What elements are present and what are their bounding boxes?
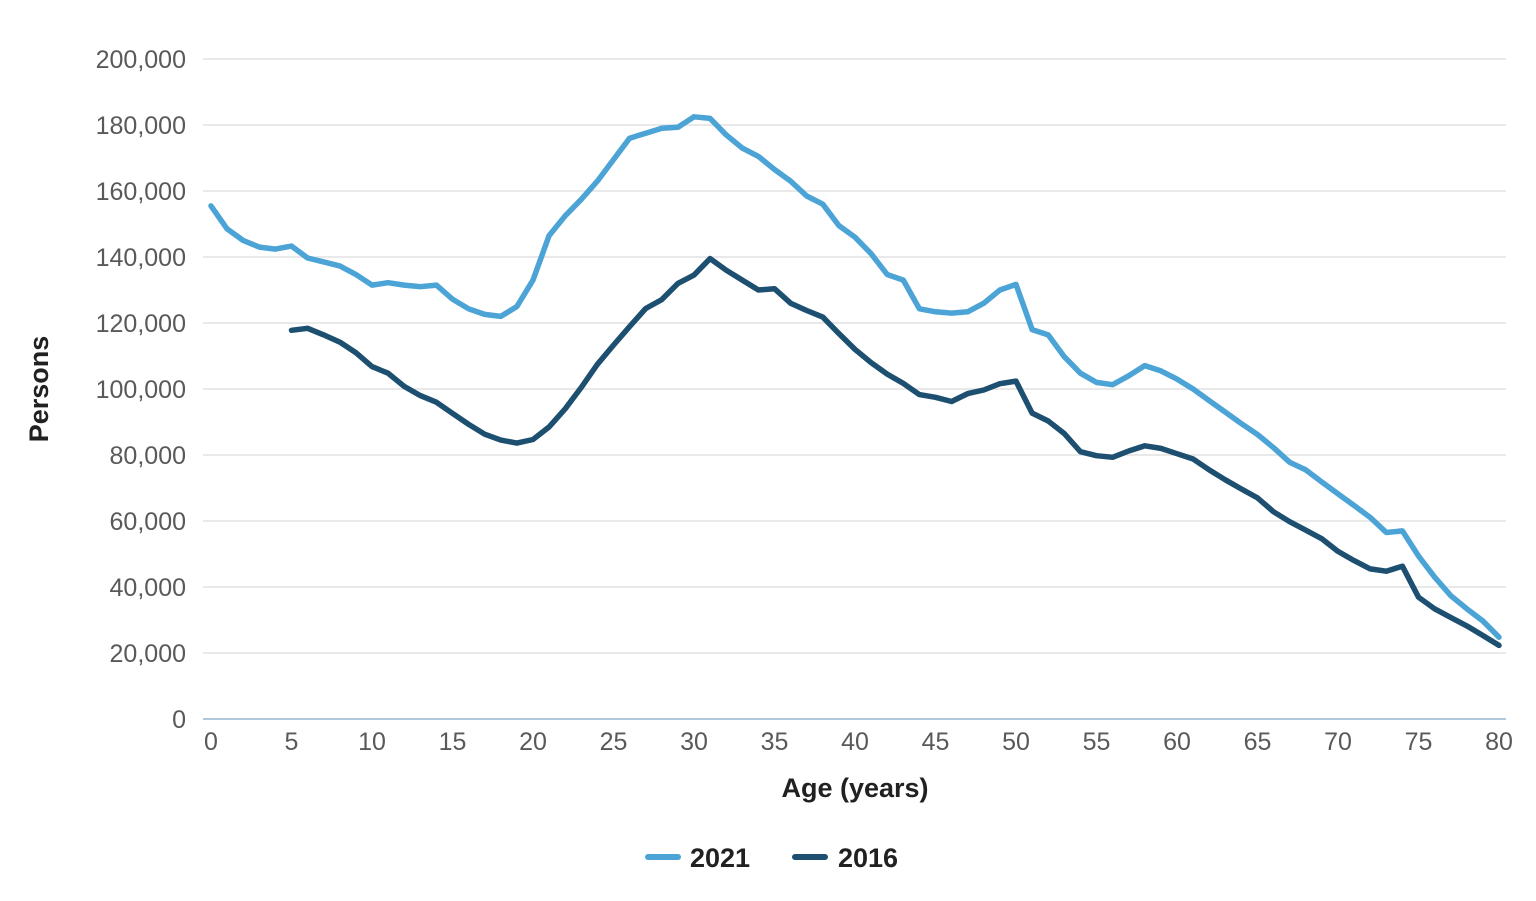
x-axis-tick-label: 30 <box>680 728 708 756</box>
gridlines-group <box>203 58 1506 720</box>
y-axis-tick-label: 180,000 <box>96 112 186 140</box>
y-axis-tick-label: 0 <box>172 706 186 734</box>
y-axis-tick-label: 140,000 <box>96 244 186 272</box>
y-axis-tick-label: 120,000 <box>96 310 186 338</box>
y-axis-tick-labels: 0 20,000 40,000 60,000 80,000 100,000 120,000 1… <box>96 46 186 734</box>
x-axis-tick-label: 65 <box>1244 728 1272 756</box>
x-axis-title: Age (years) <box>781 773 928 803</box>
x-axis-tick-label: 75 <box>1405 728 1433 756</box>
x-axis-tick-label: 55 <box>1083 728 1111 756</box>
y-axis-tick-label: 60,000 <box>110 508 186 536</box>
y-axis-tick-label: 160,000 <box>96 178 186 206</box>
x-axis-tick-label: 60 <box>1163 728 1191 756</box>
x-axis-tick-label: 70 <box>1324 728 1352 756</box>
x-axis-tick-labels: 0 5 10 15 20 25 30 35 40 45 50 55 60 65 70 75 80 <box>204 728 1513 756</box>
legend-label-2016: 2016 <box>838 843 898 873</box>
y-axis-tick-label: 100,000 <box>96 376 186 404</box>
y-axis-title: Persons <box>24 336 54 443</box>
y-axis-tick-label: 40,000 <box>110 574 186 602</box>
x-axis-tick-label: 20 <box>519 728 547 756</box>
x-axis-tick-label: 40 <box>841 728 869 756</box>
series-line-2021 <box>208 114 1502 640</box>
x-axis-tick-label: 0 <box>204 728 218 756</box>
x-axis-tick-label: 5 <box>285 728 299 756</box>
x-axis-tick-label: 25 <box>600 728 628 756</box>
series-line-2016 <box>288 255 1502 649</box>
legend-label-2021: 2021 <box>690 843 750 873</box>
y-axis-tick-label: 200,000 <box>96 46 186 74</box>
legend: 2021 2016 <box>645 843 898 873</box>
y-axis-tick-label: 20,000 <box>110 640 186 668</box>
series-lines-group <box>208 114 1502 649</box>
x-axis-tick-label: 50 <box>1002 728 1030 756</box>
x-axis-tick-label: 10 <box>358 728 386 756</box>
x-axis-tick-label: 15 <box>439 728 467 756</box>
y-axis-tick-label: 80,000 <box>110 442 186 470</box>
x-axis-tick-label: 45 <box>922 728 950 756</box>
x-axis-tick-label: 35 <box>761 728 789 756</box>
x-axis-tick-label: 80 <box>1485 728 1513 756</box>
